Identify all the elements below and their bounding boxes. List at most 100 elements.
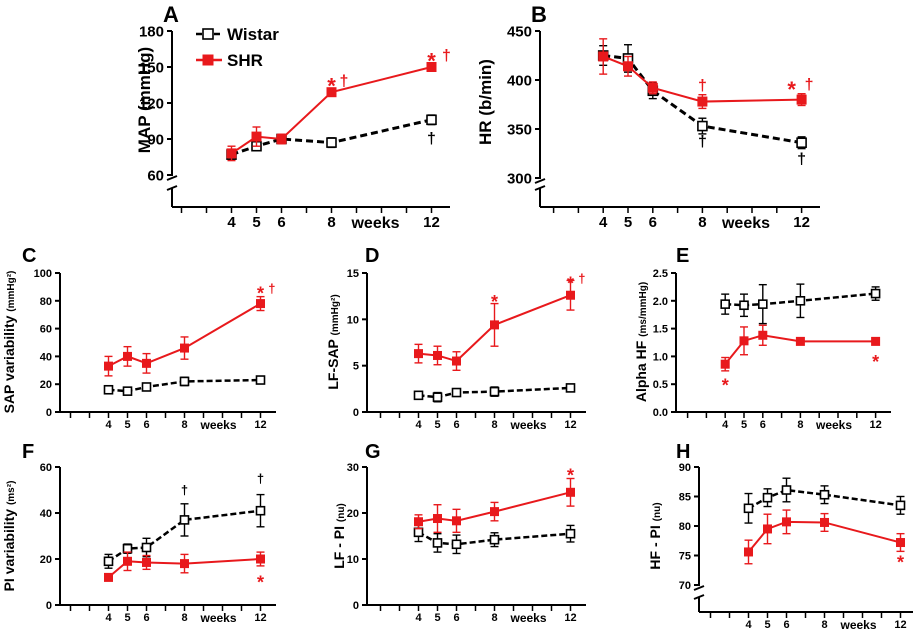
data-point-wistar (489, 534, 500, 545)
data-point-wistar (255, 505, 266, 516)
significance-star: * (567, 273, 574, 293)
significance-dagger: † (442, 48, 451, 65)
data-point-shr (180, 343, 189, 353)
data-point-shr (256, 299, 265, 309)
x-tick-label: 8 (797, 419, 803, 431)
series-wistar (103, 493, 266, 569)
y-tick-label: 2.5 (653, 268, 668, 280)
x-tick-label: 6 (760, 419, 766, 431)
data-point-shr (123, 556, 132, 566)
x-axis-label: weeks (199, 611, 236, 625)
x-tick-label: 5 (741, 419, 747, 431)
y-tick-label: 20 (40, 379, 52, 391)
y-tick-label: 90 (147, 131, 164, 148)
y-axis-label: Alpha HF (ms/mmHg) (633, 282, 649, 402)
data-point-shr (426, 62, 437, 72)
data-point-wistar (762, 492, 773, 503)
panel-b: B 300 350 400 450 4 5 6 8 12 weeks HR (b/min) † * † † † (476, 2, 820, 232)
significance-star: * (257, 284, 264, 304)
x-tick-label: 4 (745, 619, 752, 631)
y-tick-label: 30 (347, 462, 359, 474)
x-tick-label: 8 (491, 419, 497, 431)
x-tick-label: 5 (252, 214, 260, 231)
y-tick-label: 0 (46, 600, 52, 612)
panel-letter-a: A (163, 2, 179, 27)
data-point-shr (452, 356, 461, 366)
data-point-shr (871, 336, 881, 346)
panel-e: E 0.0 0.5 1.0 1.5 2.0 2.5 4 5 6 8 12 weeks Alpha HF (… (633, 245, 891, 432)
series-shr (104, 295, 265, 377)
x-tick-label: 6 (143, 419, 149, 431)
y-tick-label: 15 (347, 268, 359, 280)
x-axis-label: weeks (350, 215, 399, 232)
data-point-shr (566, 487, 575, 497)
x-axis-label: weeks (509, 611, 546, 625)
data-point-shr (180, 559, 189, 569)
legend-label-shr: SHR (227, 51, 263, 70)
x-tick-label: 12 (564, 419, 576, 431)
data-point-wistar (103, 384, 114, 395)
significance-dagger: † (797, 151, 806, 168)
x-tick-label: 4 (722, 419, 729, 431)
data-point-shr (326, 87, 337, 98)
x-axis-label: weeks (839, 618, 876, 632)
y-tick-label: 60 (40, 462, 52, 474)
data-point-shr (763, 524, 772, 534)
series-wistar (743, 477, 906, 524)
significance-dagger: † (257, 471, 264, 486)
data-point-wistar (426, 114, 437, 126)
data-point-shr (744, 547, 753, 557)
x-axis-label: weeks (721, 215, 770, 232)
data-point-wistar (451, 387, 462, 398)
x-tick-label: 12 (869, 419, 881, 431)
data-point-shr (795, 336, 805, 346)
y-tick-label: 2.0 (653, 296, 668, 308)
x-tick-label: 8 (698, 214, 706, 231)
x-tick-label: 8 (491, 612, 497, 624)
y-tick-label: 80 (40, 296, 52, 308)
panel-c: C 0 20 40 60 80 100 4 5 6 8 12 weeks SAP variability … (1, 245, 276, 432)
data-point-shr (414, 517, 423, 527)
x-tick-label: 12 (423, 214, 440, 231)
x-tick-label: 6 (453, 419, 459, 431)
panel-h: H 70 75 80 85 90 4 5 6 8 12 weeks HF - PI (nu) * (647, 441, 913, 632)
y-tick-label: 1.5 (653, 324, 668, 336)
y-tick-label: 10 (347, 554, 359, 566)
data-point-wistar (103, 556, 114, 567)
legend: Wistar SHR (196, 25, 279, 70)
y-tick-label: 10 (347, 314, 359, 326)
significance-dagger: † (805, 77, 814, 94)
significance-star: * (722, 375, 729, 395)
data-point-wistar (179, 515, 190, 525)
data-point-wistar (565, 528, 576, 539)
data-point-wistar (413, 390, 424, 401)
significance-dagger: † (698, 133, 707, 150)
data-point-shr (490, 320, 499, 330)
data-point-wistar (697, 120, 708, 132)
series-wistar (413, 522, 576, 555)
series-shr (598, 38, 807, 110)
legend-label-wistar: Wistar (227, 25, 279, 44)
data-point-wistar (743, 503, 754, 514)
x-tick-label: 12 (894, 619, 906, 631)
y-tick-label: 75 (679, 550, 691, 562)
y-axis-label: HR (b/min) (476, 59, 495, 145)
series-shr (744, 509, 905, 565)
axis-break-mark (693, 585, 705, 591)
data-point-wistar (781, 485, 792, 495)
data-point-wistar (451, 539, 462, 550)
y-tick-label: 400 (507, 72, 532, 89)
significance-star: * (787, 77, 796, 102)
series-wistar (103, 375, 266, 396)
y-tick-label: 40 (40, 351, 52, 363)
significance-star: * (897, 552, 904, 572)
data-point-shr (251, 131, 262, 142)
series-line-wistar (231, 118, 432, 157)
y-tick-label: 450 (507, 23, 532, 40)
data-point-shr (414, 349, 423, 359)
panel-letter-h: H (676, 441, 690, 463)
y-axis-label: HF - PI (nu) (647, 502, 663, 569)
y-tick-label: 85 (679, 491, 691, 503)
